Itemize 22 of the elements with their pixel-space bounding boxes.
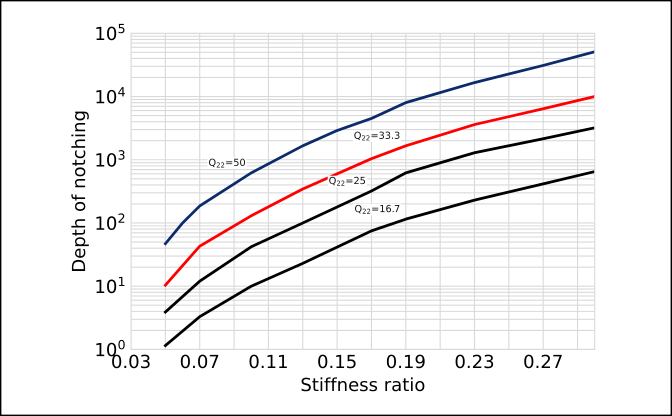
y-tick-label: 10$^{3}$ — [96, 150, 125, 167]
x-axis-title: Stiffness ratio — [302, 377, 424, 392]
line-series — [164, 50, 595, 246]
x-tick-label: 0.27 — [524, 354, 562, 368]
annotation: Q$_{22}$=33.3 — [354, 132, 400, 140]
line-series — [164, 126, 595, 314]
y-tick-label: 10$^{5}$ — [96, 24, 124, 40]
annotation: Q$_{22}$=16.7 — [355, 204, 400, 214]
x-tick-label: 0.11 — [250, 354, 287, 368]
x-tick-label: 0.15 — [318, 354, 356, 368]
line-series — [164, 95, 595, 287]
y-tick-label: 10$^{2}$ — [96, 213, 124, 230]
x-tick-label: 0.19 — [386, 354, 425, 368]
annotation: Q$_{22}$=25 — [329, 176, 366, 186]
x-tick-label: 0.07 — [180, 354, 218, 368]
annotation: Q$_{22}$=50 — [209, 158, 246, 168]
x-tick-label: 0.23 — [456, 354, 494, 368]
x-tick-label: 0.03 — [112, 354, 150, 368]
y-tick-label: 10$^{1}$ — [96, 276, 124, 294]
y-tick-label: 10$^{4}$ — [96, 87, 125, 104]
line-series — [164, 170, 595, 347]
y-axis-title: Depth of notching — [71, 112, 89, 271]
